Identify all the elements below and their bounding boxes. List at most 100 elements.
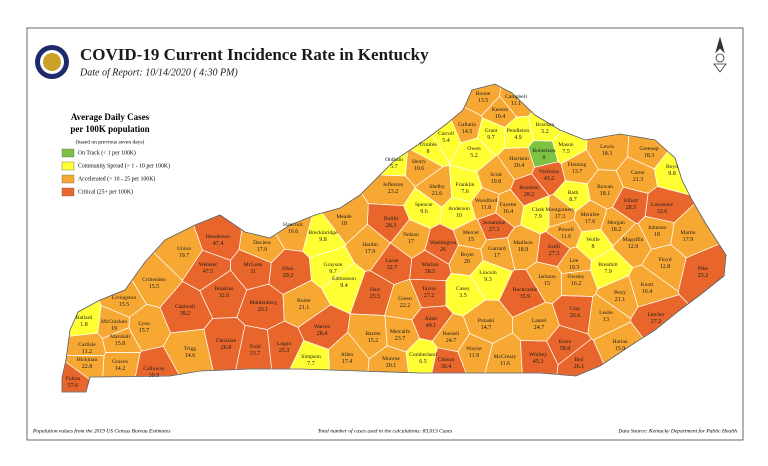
county-name: Muhlenberg: [249, 300, 276, 306]
county-value: 9.7: [329, 269, 337, 275]
county-name: Mercer: [463, 230, 479, 236]
county-value: 21.1: [299, 305, 310, 311]
county-value: 11.6: [500, 361, 510, 367]
county-value: 0: [543, 155, 546, 161]
county-value: 26.6: [570, 313, 581, 319]
county-name: Madison: [513, 240, 533, 246]
county-value: 13.5: [478, 98, 489, 104]
county-name: Hancock: [283, 222, 303, 228]
county-value: 17.9: [683, 237, 694, 243]
county-value: 29.2: [283, 273, 294, 279]
county-value: 33.7: [250, 351, 261, 357]
county-value: 5.4: [442, 138, 450, 144]
county-value: 9.3: [484, 277, 492, 283]
county-value: 7.9: [534, 214, 542, 220]
county-name: Barren: [365, 331, 380, 337]
compass: [713, 36, 727, 73]
county-name: Elliott: [624, 198, 638, 204]
county-name: Nelson: [403, 232, 419, 238]
legend-note: (based on previous seven days): [76, 138, 145, 145]
county-value: 26.8: [221, 345, 232, 351]
county-name: Simpson: [301, 354, 321, 360]
county-value: 27.3: [549, 251, 560, 257]
county-name: Logan: [277, 341, 291, 347]
legend-swatch: [61, 174, 75, 184]
county-value: 18.1: [600, 191, 611, 197]
county-value: 17.4: [342, 359, 353, 365]
county-value: 28.2: [524, 192, 535, 198]
county-name: Carlisle: [78, 342, 96, 348]
county-value: 15.5: [149, 284, 160, 290]
county-value: 7.5: [562, 149, 570, 155]
county-name: Fulton: [66, 376, 81, 382]
county-value: 31: [250, 269, 256, 275]
county-value: 10: [456, 213, 462, 219]
county-map: [61, 83, 727, 393]
county-value: 13: [603, 317, 609, 323]
county-value: 15.8: [115, 341, 126, 347]
county-name: Hardin: [362, 242, 378, 248]
county-value: 11.8: [481, 205, 491, 211]
county-name: Carter: [631, 170, 645, 176]
county-value: 47.4: [213, 241, 224, 247]
county-value: 16.4: [503, 209, 514, 215]
county-name: Daviess: [253, 240, 271, 246]
county-name: Henderson: [206, 234, 230, 240]
legend-swatch: [61, 161, 75, 171]
county-value: 24.7: [534, 325, 545, 331]
county-name: Hopkins: [215, 286, 234, 292]
county-value: 18: [341, 221, 347, 227]
state-outline: [61, 83, 727, 393]
county-name: Lewis: [600, 144, 614, 150]
county-name: Shelby: [429, 184, 445, 190]
county-value: 12.8: [660, 264, 671, 270]
county-name: Leslie: [599, 310, 613, 316]
county-name: Boyle: [460, 252, 474, 258]
county-name: Monroe: [382, 356, 400, 362]
county-value: 15.5: [119, 302, 130, 308]
county-name: Estill: [548, 244, 560, 250]
county-name: Pendleton: [507, 128, 530, 134]
county-name: Marshall: [110, 334, 130, 340]
county-value: 19.3: [569, 265, 580, 271]
county-name: Calloway: [143, 366, 165, 372]
county-name: Knox: [559, 339, 572, 345]
county-value: 5.2: [470, 153, 478, 159]
county-name: Meade: [336, 214, 352, 220]
county-value: 3.5: [459, 293, 467, 299]
county-name: Ohio: [282, 266, 293, 272]
legend-swatch: [61, 187, 75, 197]
county-name: Washington: [430, 240, 457, 246]
county-name: Allen: [341, 352, 354, 358]
county-name: Robertson: [533, 148, 556, 154]
county-name: Campbell: [505, 94, 527, 100]
county-value: 32.7: [387, 265, 398, 271]
county-value: 38.5: [425, 269, 436, 275]
county-value: 25.3: [279, 348, 290, 354]
county-value: 17.6: [585, 219, 596, 225]
county-value: 20: [464, 259, 470, 265]
county-name: Owen: [467, 146, 481, 152]
county-name: Pulaski: [478, 318, 495, 324]
county-name: McCreary: [494, 354, 517, 360]
county-value: 18.9: [518, 247, 529, 253]
county-name: Greenup: [639, 146, 658, 152]
county-value: 20.4: [514, 163, 525, 169]
legend-label: Community Spread (> 1 - 10 per 100K): [78, 162, 170, 169]
county-name: Grayson: [324, 262, 343, 268]
legend-label: On Track (< 1 per 100K): [78, 149, 136, 156]
county-name: Webster: [199, 262, 217, 268]
county-name: Todd: [249, 344, 261, 350]
county-value: 10.4: [495, 114, 506, 120]
county-value: 35.9: [520, 294, 531, 300]
county-value: 13.7: [572, 169, 583, 175]
county-value: 11.6: [561, 234, 571, 240]
county-value: 15.2: [368, 338, 379, 344]
county-value: 57.6: [68, 383, 79, 389]
county-name: Woodford: [475, 197, 498, 204]
county-name: Nicholas: [539, 169, 559, 175]
county-name: Bath: [568, 190, 579, 196]
county-name: Larue: [385, 258, 399, 264]
county-name: Lee: [570, 258, 579, 264]
county-name: Owsley: [567, 274, 584, 280]
